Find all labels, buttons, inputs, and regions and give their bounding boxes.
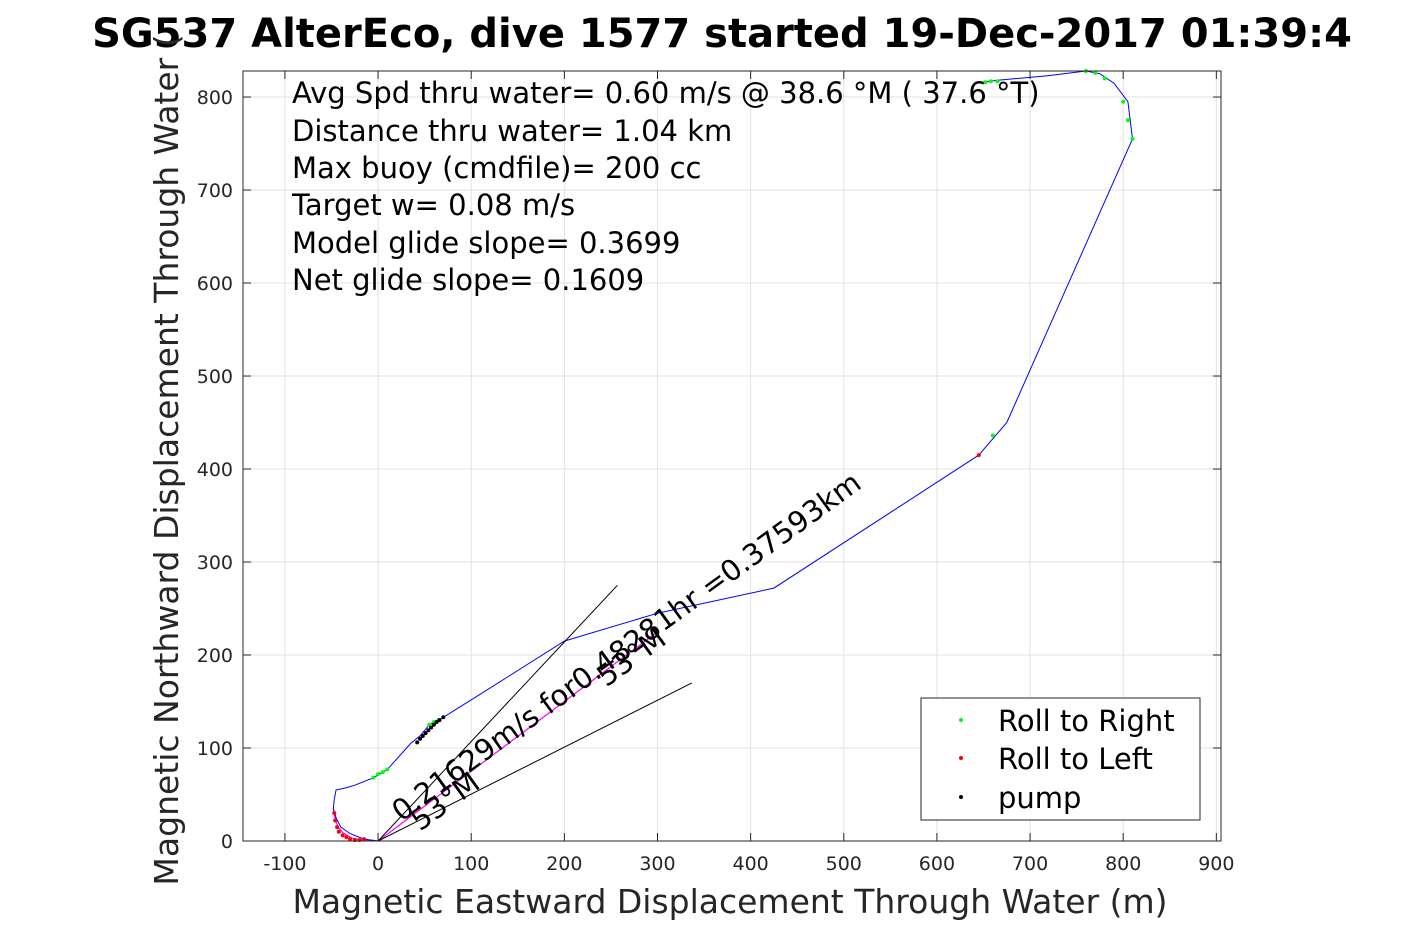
roll-left-point [332, 811, 337, 816]
pump-point [415, 740, 420, 745]
pump-point [418, 736, 422, 741]
info-distance: Distance thru water= 1.04 km [292, 114, 732, 148]
roll-right-point [1121, 99, 1126, 104]
pump-point [429, 725, 434, 730]
info-target-w: Target w= 0.08 m/s [291, 188, 575, 222]
x-tick-label: 100 [453, 853, 489, 875]
legend-box [920, 697, 1201, 821]
roll-left-point [340, 833, 345, 838]
roll-left-point [362, 837, 367, 842]
roll-right-point [983, 80, 988, 85]
y-tick-label: 300 [197, 552, 233, 574]
pump-point [423, 731, 428, 736]
roll-right-point [385, 767, 390, 772]
plot-frame [242, 70, 1222, 842]
x-axis-ticks: -100 0 100 200 300 400 500 600 700 800 900 [263, 71, 1234, 875]
roll-right-point [380, 770, 385, 775]
y-tick-label: 200 [197, 645, 233, 667]
chart-title: SG537 AlterEco, dive 1577 started 19-Dec… [92, 11, 1352, 57]
legend-label-roll-right: Roll to Right [998, 704, 1175, 738]
y-tick-label: 400 [197, 459, 233, 481]
legend-marker-roll-left [959, 756, 963, 760]
pump-point [434, 720, 439, 724]
legend: Roll to Right Roll to Left pump [920, 697, 1201, 821]
x-tick-label: 200 [546, 853, 582, 875]
roll-right-point [995, 79, 1000, 84]
x-tick-label: -100 [263, 853, 306, 875]
x-tick-label: 700 [1012, 853, 1048, 875]
chart-marks [332, 69, 1135, 843]
roll-right-point [1102, 76, 1107, 81]
y-tick-label: 100 [197, 738, 233, 760]
y-tick-label: 700 [197, 180, 233, 202]
info-model-glide-slope: Model glide slope= 0.3699 [292, 226, 680, 260]
y-axis-label: Magnetic Northward Displacement Through … [147, 34, 186, 885]
legend-label-pump: pump [998, 781, 1081, 815]
roll-right-point [988, 79, 993, 84]
roll-right-point [1125, 118, 1130, 123]
x-tick-label: 500 [826, 853, 862, 875]
pump-point [420, 733, 425, 738]
x-tick-label: 900 [1198, 853, 1234, 875]
legend-marker-roll-right [959, 718, 963, 722]
heading-line-1 [377, 584, 618, 842]
grid [243, 71, 1221, 842]
heading-line-2 [377, 682, 693, 842]
x-axis-label: Magnetic Eastward Displacement Through W… [292, 882, 1167, 921]
roll-right-point [1093, 70, 1098, 75]
legend-marker-pump [959, 795, 963, 799]
roll-left-point [336, 829, 341, 834]
roll-left-point [344, 835, 349, 840]
info-max-buoy: Max buoy (cmdfile)= 200 cc [292, 151, 701, 185]
roll-right-point [431, 720, 436, 724]
pump-point [441, 715, 446, 720]
x-tick-label: 400 [732, 853, 768, 875]
pump-point [426, 728, 431, 733]
x-tick-label: 600 [919, 853, 955, 875]
info-net-glide-slope: Net glide slope= 0.1609 [292, 263, 644, 297]
y-tick-label: 500 [197, 366, 233, 388]
x-tick-label: 300 [639, 853, 675, 875]
roll-left-point [333, 818, 338, 823]
y-tick-label: 0 [221, 831, 233, 853]
roll-left-point [348, 837, 353, 842]
roll-right-point [371, 775, 376, 780]
y-axis-ticks: 0 100 200 300 400 500 600 700 800 [197, 87, 1221, 853]
roll-left-point [976, 453, 981, 458]
pump-point [437, 718, 442, 723]
y-tick-label: 800 [197, 87, 233, 109]
roll-right-point [376, 772, 381, 776]
x-tick-label: 800 [1105, 853, 1141, 875]
pump-point [431, 722, 436, 727]
roll-right-point [990, 433, 995, 438]
x-tick-label: 0 [372, 853, 384, 875]
y-tick-label: 600 [197, 273, 233, 295]
roll-right-point [1130, 136, 1135, 141]
info-avg-speed: Avg Spd thru water= 0.60 m/s @ 38.6 °M (… [292, 76, 1040, 110]
roll-left-point [335, 825, 340, 830]
legend-label-roll-left: Roll to Left [998, 742, 1153, 776]
info-text-block: Avg Spd thru water= 0.60 m/s @ 38.6 °M (… [291, 76, 1040, 297]
